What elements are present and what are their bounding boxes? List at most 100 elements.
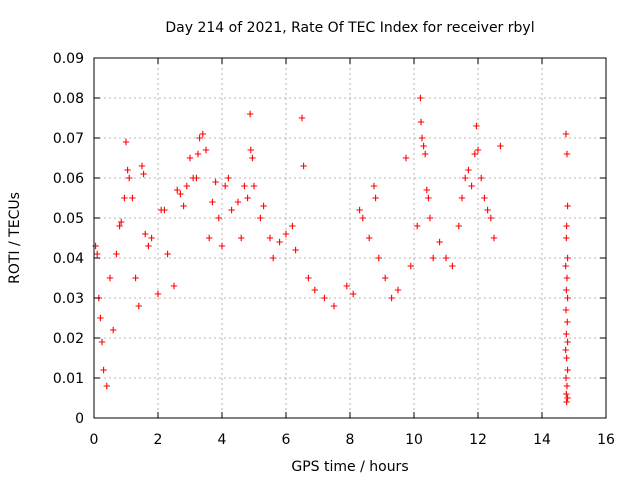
data-point — [563, 330, 570, 338]
data-point — [356, 206, 363, 214]
data-point — [478, 174, 485, 182]
x-tick-label: 12 — [469, 432, 487, 448]
x-axis-label: GPS time / hours — [291, 459, 408, 475]
x-tick-label: 2 — [154, 432, 163, 448]
data-point — [247, 146, 254, 154]
data-point — [564, 318, 571, 326]
data-point — [311, 286, 318, 294]
y-tick-labels: 0 0.01 0.02 0.03 0.04 0.05 0.06 0.07 0.08 0.09 — [53, 51, 84, 427]
data-point — [122, 138, 130, 146]
data-point — [97, 314, 104, 322]
data-point — [186, 154, 194, 162]
data-point — [292, 246, 299, 254]
data-point — [257, 214, 264, 222]
data-point — [564, 338, 571, 346]
x-tick-label: 14 — [533, 432, 551, 448]
data-point — [222, 182, 229, 190]
data-point — [458, 194, 466, 202]
data-point — [471, 150, 478, 158]
data-point — [276, 238, 283, 246]
data-point — [564, 202, 571, 210]
data-point — [487, 214, 494, 222]
data-point — [140, 170, 147, 178]
data-point — [282, 230, 290, 238]
data-point — [116, 222, 123, 230]
data-point — [425, 194, 432, 202]
y-tick-label: 0.09 — [53, 51, 84, 67]
data-point — [372, 194, 379, 202]
data-point — [132, 274, 139, 282]
data-point — [562, 262, 569, 270]
data-point — [474, 146, 482, 154]
x-tick-label: 8 — [346, 432, 355, 448]
data-point — [300, 162, 307, 170]
data-point — [126, 174, 133, 182]
data-point — [260, 202, 267, 210]
data-point — [563, 222, 570, 230]
data-point — [305, 274, 312, 282]
data-point — [124, 166, 131, 174]
axis-ticks — [93, 57, 607, 419]
x-tick-label: 4 — [218, 432, 227, 448]
data-point — [422, 150, 429, 158]
data-point — [562, 374, 570, 382]
data-point — [420, 142, 427, 150]
data-point — [209, 198, 216, 206]
data-point — [563, 390, 570, 398]
data-point — [129, 194, 136, 202]
y-tick-label: 0.04 — [53, 251, 84, 267]
data-point — [98, 338, 106, 346]
data-point — [215, 214, 222, 222]
data-point — [249, 154, 256, 162]
y-tick-label: 0.02 — [53, 331, 84, 347]
data-point — [183, 182, 190, 190]
data-point — [225, 174, 232, 182]
x-tick-labels: 0 2 4 6 8 10 12 14 16 — [90, 432, 615, 448]
data-point — [250, 182, 258, 190]
data-point — [228, 206, 235, 214]
data-point — [196, 134, 203, 142]
data-point — [366, 234, 373, 242]
data-point — [202, 146, 210, 154]
x-tick-label: 16 — [597, 432, 615, 448]
data-point — [110, 326, 117, 334]
data-point — [563, 382, 571, 390]
chart-title: Day 214 of 2021, Rate Of TEC Index for r… — [165, 20, 534, 36]
data-point — [206, 234, 213, 242]
data-point — [106, 274, 114, 282]
data-point — [212, 178, 219, 186]
data-point — [350, 290, 357, 298]
data-point — [430, 254, 437, 262]
data-point — [414, 222, 421, 230]
data-point — [462, 174, 469, 182]
data-point — [199, 130, 206, 138]
data-points — [92, 94, 571, 406]
data-point — [103, 382, 110, 390]
data-point — [218, 242, 226, 250]
y-tick-label: 0.08 — [53, 91, 84, 107]
data-point — [562, 306, 570, 314]
data-point — [100, 366, 107, 374]
data-point — [490, 234, 498, 242]
data-point — [497, 142, 504, 150]
x-tick-label: 10 — [405, 432, 423, 448]
y-tick-label: 0.05 — [53, 211, 84, 227]
data-point — [564, 294, 571, 302]
data-point — [484, 206, 491, 214]
data-point — [170, 282, 178, 290]
data-point — [244, 194, 251, 202]
data-point — [370, 182, 378, 190]
y-tick-label: 0.06 — [53, 171, 84, 187]
data-point — [473, 122, 480, 130]
data-point — [321, 294, 328, 302]
data-point — [270, 254, 277, 262]
data-point — [563, 398, 570, 406]
data-point — [330, 302, 338, 310]
y-tick-label: 0.01 — [53, 371, 84, 387]
data-point — [426, 214, 434, 222]
data-point — [234, 198, 242, 206]
data-point — [449, 262, 456, 270]
data-point — [563, 354, 570, 362]
data-point — [455, 222, 462, 230]
